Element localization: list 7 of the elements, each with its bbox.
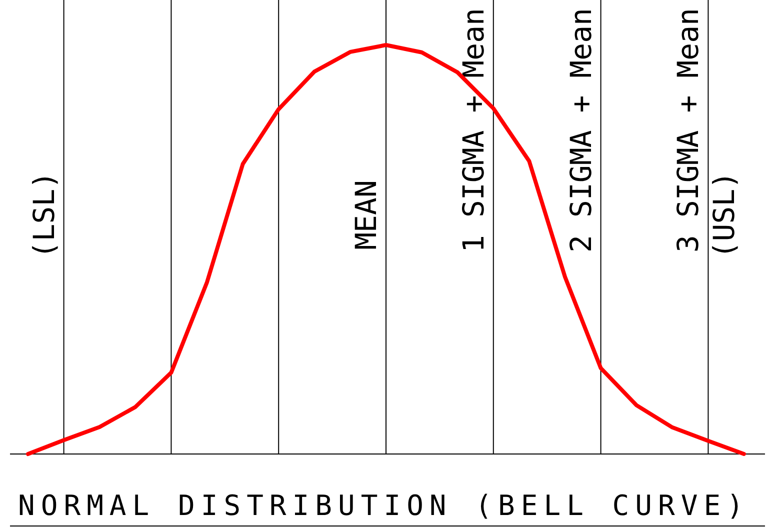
annotation: MEAN xyxy=(349,180,383,250)
annotation: (USL) xyxy=(707,171,742,259)
text: NORMAL DISTRIBUTION (BELL CURVE) xyxy=(18,489,750,522)
annotation: (LSL) xyxy=(26,171,61,259)
annotation: 2 SIGMA + Mean xyxy=(564,8,598,252)
annotation: 3 SIGMA + Mean xyxy=(671,8,706,252)
annotation: 1 SIGMA + Mean xyxy=(456,8,490,252)
